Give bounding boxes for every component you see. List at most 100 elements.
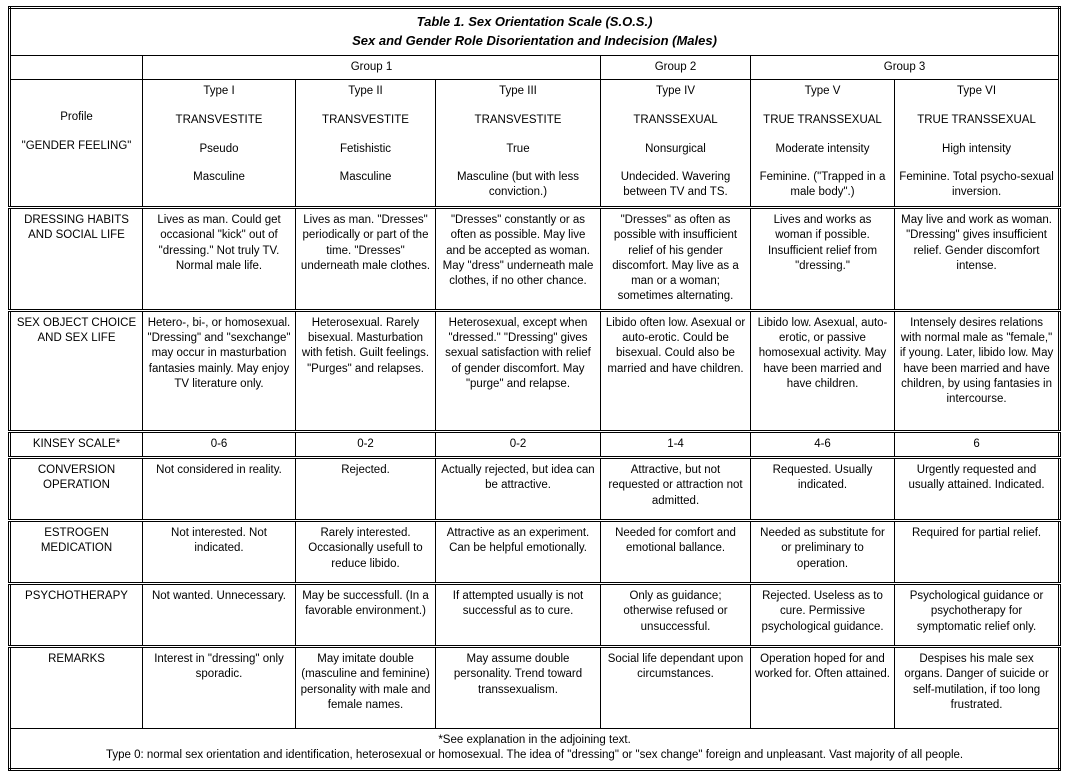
profile-type: Type III xyxy=(499,84,537,97)
profile-col-type-2: Type II TRANSVESTITE Fetishistic Masculi… xyxy=(295,78,436,208)
profile-type: Type IV xyxy=(656,84,695,97)
table-row: CONVERSION OPERATION Not considered in r… xyxy=(9,455,1061,521)
cell-conversion-operation-5: Requested. Usually indicated. xyxy=(750,455,895,521)
cell-psychotherapy-1: Not wanted. Unnecessary. xyxy=(142,581,296,647)
profile-subtype: High intensity xyxy=(942,142,1012,155)
profile-category: TRANSVESTITE xyxy=(474,114,562,127)
footnote-row: *See explanation in the adjoining text. … xyxy=(8,727,1061,770)
cell-psychotherapy-6: Psychological guidance or psychotherapy … xyxy=(893,581,1061,647)
group-header-group-1: Group 1 xyxy=(142,54,601,80)
profile-category: TRUE TRANSSEXUAL xyxy=(763,114,882,127)
cell-psychotherapy-2: May be successfull. (In a favorable envi… xyxy=(295,581,436,647)
cell-conversion-operation-3: Actually rejected, but idea can be attra… xyxy=(435,455,601,521)
profile-col-type-5: Type V TRUE TRANSSEXUAL Moderate intensi… xyxy=(750,78,895,208)
profile-type: Type II xyxy=(348,84,383,97)
profile-type: Type I xyxy=(203,84,235,97)
profile-col-type-1: Type I TRANSVESTITE Pseudo Masculine xyxy=(142,78,296,208)
profile-subtype: Nonsurgical xyxy=(645,142,706,155)
profile-row-label: Profile "GENDER FEELING" xyxy=(9,78,143,208)
cell-dressing-habits-1: Lives as man. Could get occasional "kick… xyxy=(142,205,296,311)
cell-estrogen-medication-5: Needed as substitute for or preliminary … xyxy=(750,518,895,584)
row-label-sex-object-choice: SEX OBJECT CHOICE AND SEX LIFE xyxy=(9,308,143,432)
profile-category: TRANSVESTITE xyxy=(322,114,409,127)
cell-estrogen-medication-1: Not interested. Not indicated. xyxy=(142,518,296,584)
profile-label-line-2: "GENDER FEELING" xyxy=(21,140,132,153)
group-header-group-2: Group 2 xyxy=(600,54,751,80)
profile-subtype: Pseudo xyxy=(199,142,239,155)
cell-kinsey-scale-4: 1-4 xyxy=(600,429,751,458)
cell-kinsey-scale-5: 4-6 xyxy=(750,429,895,458)
cell-estrogen-medication-6: Required for partial relief. xyxy=(893,518,1061,584)
cell-estrogen-medication-4: Needed for comfort and emotional ballanc… xyxy=(600,518,751,584)
table-title-row: Table 1. Sex Orientation Scale (S.O.S.) … xyxy=(8,7,1061,56)
row-label-conversion-operation: CONVERSION OPERATION xyxy=(9,455,143,521)
cell-sex-object-choice-4: Libido often low. Asexual or auto-erotic… xyxy=(600,308,751,432)
cell-kinsey-scale-6: 6 xyxy=(893,429,1061,458)
profile-category: TRUE TRANSSEXUAL xyxy=(917,114,1036,127)
profile-row: Profile "GENDER FEELING" Type I TRANSVES… xyxy=(9,78,1061,208)
cell-remarks-2: May imitate double (masculine and femini… xyxy=(295,644,436,729)
table-row: REMARKS Interest in "dressing" only spor… xyxy=(9,644,1061,729)
table-row: SEX OBJECT CHOICE AND SEX LIFE Hetero-, … xyxy=(9,308,1061,432)
cell-remarks-4: Social life dependant upon circumstances… xyxy=(600,644,751,729)
table-row: PSYCHOTHERAPY Not wanted. Unnecessary. M… xyxy=(9,581,1061,647)
profile-subtype: True xyxy=(506,142,530,155)
profile-feeling: Masculine xyxy=(193,170,245,183)
cell-psychotherapy-5: Rejected. Useless as to cure. Permissive… xyxy=(750,581,895,647)
group-header-row: Group 1 Group 2 Group 3 xyxy=(9,54,1061,80)
row-label-dressing-habits: DRESSING HABITS AND SOCIAL LIFE xyxy=(9,205,143,311)
cell-remarks-5: Operation hoped for and worked for. Ofte… xyxy=(750,644,895,729)
cell-dressing-habits-6: May live and work as woman. "Dressing" g… xyxy=(893,205,1061,311)
cell-sex-object-choice-2: Heterosexual. Rarely bisexual. Masturbat… xyxy=(295,308,436,432)
footnote-line-2: Type 0: normal sex orientation and ident… xyxy=(105,749,964,762)
footnote-cell: *See explanation in the adjoining text. … xyxy=(8,727,1061,770)
title-line-1: Table 1. Sex Orientation Scale (S.O.S.) xyxy=(416,14,653,29)
cell-dressing-habits-4: "Dresses" as often as possible with insu… xyxy=(600,205,751,311)
footnote-line-1: *See explanation in the adjoining text. xyxy=(438,733,631,746)
cell-psychotherapy-4: Only as guidance; otherwise refused or u… xyxy=(600,581,751,647)
profile-label-line-1: Profile xyxy=(60,110,93,123)
cell-remarks-6: Despises his male sex organs. Danger of … xyxy=(893,644,1061,729)
table-row: KINSEY SCALE* 0-6 0-2 0-2 1-4 4-6 6 xyxy=(9,429,1061,458)
row-label-psychotherapy: PSYCHOTHERAPY xyxy=(9,581,143,647)
profile-feeling: Feminine. ("Trapped in a male body".) xyxy=(759,170,886,199)
cell-estrogen-medication-3: Attractive as an experiment. Can be help… xyxy=(435,518,601,584)
table-title-cell: Table 1. Sex Orientation Scale (S.O.S.) … xyxy=(8,7,1061,56)
cell-sex-object-choice-1: Hetero-, bi-, or homosexual. "Dressing" … xyxy=(142,308,296,432)
cell-conversion-operation-6: Urgently requested and usually attained.… xyxy=(893,455,1061,521)
cell-dressing-habits-3: "Dresses" constantly or as often as poss… xyxy=(435,205,601,311)
cell-remarks-1: Interest in "dressing" only sporadic. xyxy=(142,644,296,729)
profile-category: TRANSSEXUAL xyxy=(633,114,718,127)
profile-col-type-3: Type III TRANSVESTITE True Masculine (bu… xyxy=(435,78,601,208)
cell-kinsey-scale-1: 0-6 xyxy=(142,429,296,458)
profile-subtype: Fetishistic xyxy=(339,142,392,155)
table-row: DRESSING HABITS AND SOCIAL LIFE Lives as… xyxy=(9,205,1061,311)
row-label-remarks: REMARKS xyxy=(9,644,143,729)
cell-remarks-3: May assume double personality. Trend tow… xyxy=(435,644,601,729)
row-label-kinsey-scale: KINSEY SCALE* xyxy=(9,429,143,458)
title-line-2: Sex and Gender Role Disorientation and I… xyxy=(352,32,717,48)
document-page: Table 1. Sex Orientation Scale (S.O.S.) … xyxy=(8,6,1062,771)
row-label-estrogen-medication: ESTROGEN MEDICATION xyxy=(9,518,143,584)
profile-feeling: Masculine (but with less conviction.) xyxy=(456,170,580,199)
cell-sex-object-choice-6: Intensely desires relations with normal … xyxy=(893,308,1061,432)
profile-type: Type VI xyxy=(957,84,997,97)
cell-conversion-operation-2: Rejected. xyxy=(295,455,436,521)
profile-subtype: Moderate intensity xyxy=(775,142,870,155)
profile-type: Type V xyxy=(804,84,841,97)
cell-kinsey-scale-3: 0-2 xyxy=(435,429,601,458)
profile-category: TRANSVESTITE xyxy=(175,114,263,127)
cell-dressing-habits-2: Lives as man. "Dresses" periodically or … xyxy=(295,205,436,311)
group-header-group-3: Group 3 xyxy=(749,54,1061,80)
cell-sex-object-choice-5: Libido low. Asexual, auto-erotic, or pas… xyxy=(750,308,895,432)
profile-feeling: Masculine xyxy=(339,170,392,183)
cell-kinsey-scale-2: 0-2 xyxy=(295,429,436,458)
profile-feeling: Undecided. Wavering between TV and TS. xyxy=(620,170,731,199)
sos-table: Table 1. Sex Orientation Scale (S.O.S.) … xyxy=(8,6,1062,771)
cell-sex-object-choice-3: Heterosexual, except when "dressed." "Dr… xyxy=(435,308,601,432)
cell-estrogen-medication-2: Rarely interested. Occasionally usefull … xyxy=(295,518,436,584)
cell-psychotherapy-3: If attempted usually is not successful a… xyxy=(435,581,601,647)
profile-col-type-4: Type IV TRANSSEXUAL Nonsurgical Undecide… xyxy=(600,78,751,208)
profile-feeling: Feminine. Total psycho-sexual inversion. xyxy=(899,170,1054,199)
table-row: ESTROGEN MEDICATION Not interested. Not … xyxy=(9,518,1061,584)
